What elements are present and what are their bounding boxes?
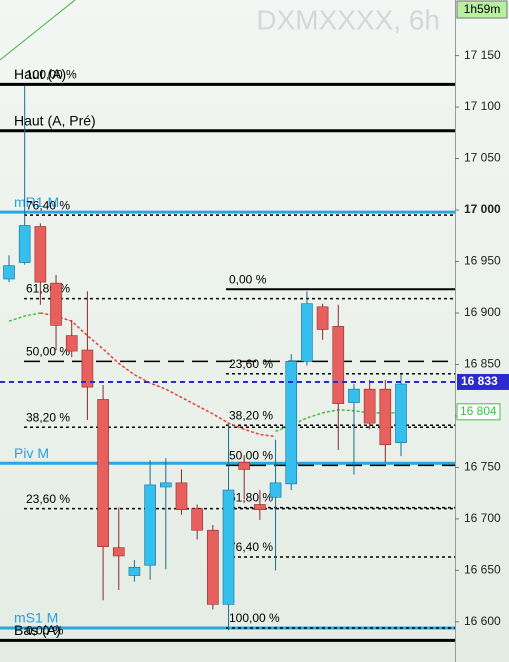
candle-body — [332, 326, 345, 404]
countdown-box — [456, 0, 508, 19]
countdown: 1h59m — [464, 2, 501, 16]
candle-body — [144, 484, 156, 566]
pivot-label: Piv M — [14, 445, 49, 461]
fib-label: 23,60 % — [26, 492, 70, 506]
ma-box — [456, 403, 501, 421]
ma-label: 16 804 — [460, 404, 497, 418]
y-tick-label: 17 150 — [464, 48, 501, 62]
last-price-label: 16 833 — [461, 374, 498, 388]
candle-body — [128, 566, 141, 576]
fib-label: 61,80 % — [229, 491, 273, 505]
candle-body — [191, 508, 203, 531]
y-tick-label: 16 950 — [464, 254, 501, 268]
candle-body — [363, 388, 376, 424]
candle-body — [160, 482, 172, 488]
y-tick-label: 16 600 — [464, 614, 501, 628]
candle-body — [97, 399, 109, 547]
y-tick-label: 17 000 — [464, 202, 501, 216]
candle-body — [112, 547, 125, 557]
y-tick-label: 16 750 — [464, 460, 501, 474]
candle-body — [285, 361, 298, 485]
fib-label: 100,00 % — [229, 611, 280, 625]
y-tick-label: 16 650 — [464, 563, 501, 577]
pivot-label: Haut (A) — [14, 66, 66, 82]
fib-label: 0,00 % — [26, 624, 64, 638]
candle-body — [348, 388, 360, 403]
watermark-title: DXMXXXX, 6h — [256, 4, 440, 35]
fib-label: 50,00 % — [229, 449, 273, 463]
candle-body — [316, 306, 329, 330]
candle-body — [395, 383, 407, 444]
pivot-label: mS1 M — [14, 610, 58, 626]
candle-body — [207, 529, 219, 605]
fib-label: 0,00 % — [229, 272, 267, 286]
candle-body — [81, 349, 94, 388]
y-tick-label: 16 900 — [464, 305, 501, 319]
pivot-label: Haut (A, Pré) — [14, 112, 96, 128]
candle-body — [238, 461, 250, 470]
candle-body — [3, 265, 15, 280]
candle-body — [175, 482, 188, 510]
candle-body — [254, 504, 266, 510]
fib-label: 76,40 % — [26, 198, 70, 212]
fib-label: 61,80 % — [26, 282, 70, 296]
last-price-box — [457, 373, 509, 390]
trend-line — [0, 0, 76, 61]
fib-label: 38,20 % — [26, 410, 70, 424]
fib-label: 100,00 % — [26, 68, 77, 82]
candle-body — [65, 335, 78, 352]
y-tick-label: 17 050 — [464, 151, 501, 165]
candle-body — [18, 225, 31, 263]
y-tick-label: 16 850 — [464, 357, 501, 371]
y-tick-label: 16 700 — [464, 511, 501, 525]
pivot-label: mR1 M — [14, 194, 59, 210]
y-tick-label: 17 100 — [464, 99, 501, 113]
moving-average — [40, 312, 276, 438]
pivot-label: Bas (A) — [14, 622, 61, 638]
candle-body — [379, 388, 392, 446]
fib-label: 38,20 % — [229, 408, 273, 422]
fib-label: 23,60 % — [229, 357, 273, 371]
candle-body — [301, 303, 313, 362]
candle-body — [34, 226, 47, 283]
fib-label: 76,40 % — [229, 540, 273, 554]
fib-label: 50,00 % — [26, 345, 70, 359]
candle-body — [222, 489, 235, 605]
candle-body — [50, 282, 62, 326]
candle-body — [269, 482, 282, 498]
